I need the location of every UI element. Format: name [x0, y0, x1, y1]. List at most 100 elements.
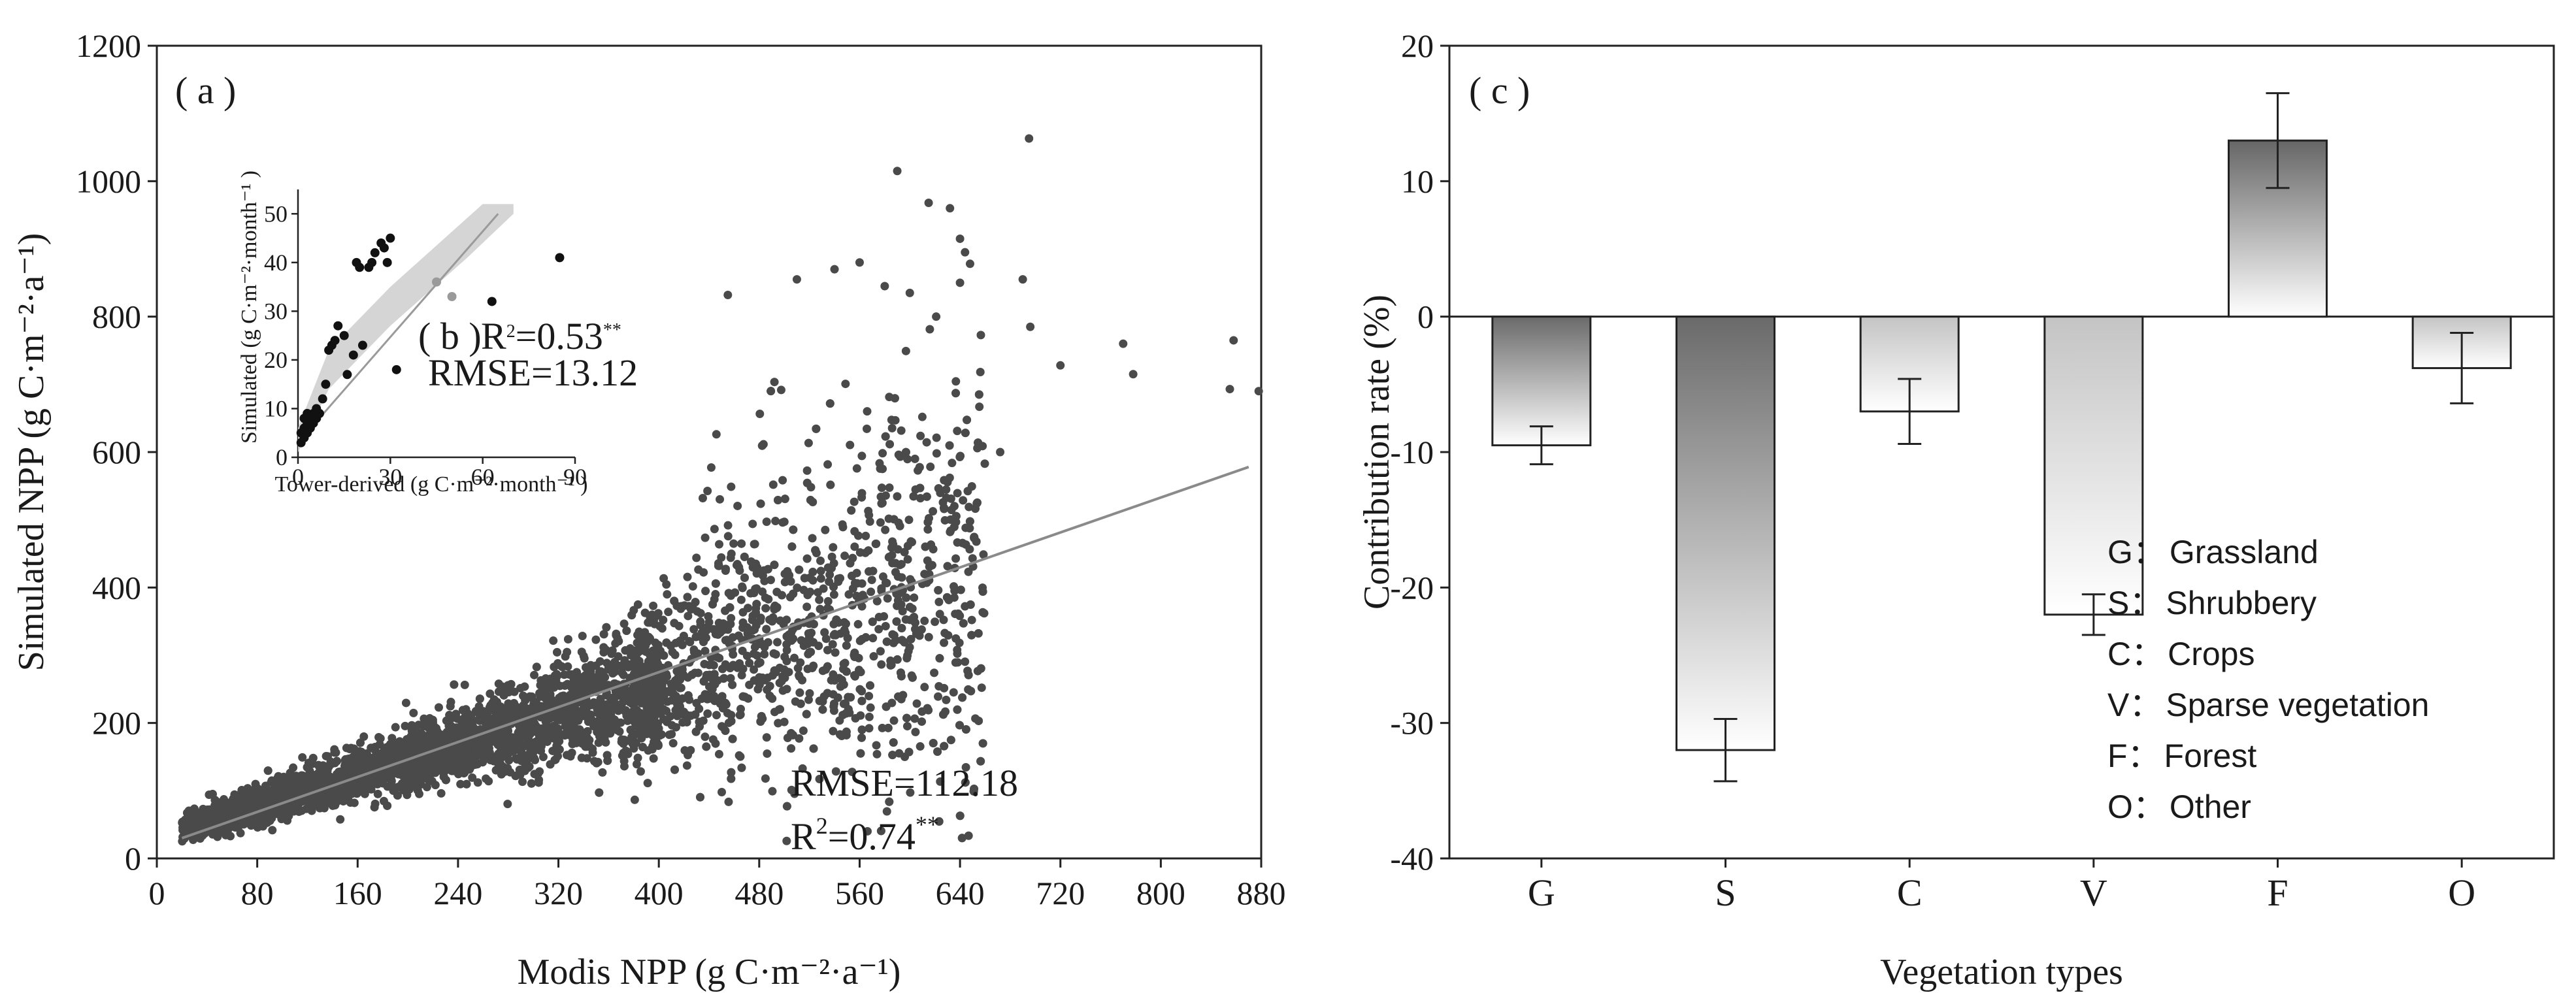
data-point: [766, 576, 775, 585]
data-point: [662, 638, 671, 647]
data-point: [474, 709, 484, 719]
data-point: [563, 635, 572, 644]
data-point: [602, 691, 611, 700]
data-point: [212, 815, 222, 824]
data-point: [632, 692, 641, 701]
data-point: [413, 786, 422, 795]
data-point: [762, 517, 771, 527]
data-point: [855, 685, 865, 694]
data-point: [891, 415, 900, 425]
data-point: [530, 770, 539, 779]
data-point: [882, 637, 891, 646]
data-point: [726, 674, 735, 683]
data-point: [740, 552, 749, 561]
data-point: [350, 798, 359, 807]
data-point: [802, 602, 812, 611]
data-point: [942, 485, 951, 494]
data-point: [735, 562, 744, 572]
data-point: [892, 617, 901, 626]
data-point: [895, 749, 904, 758]
data-point: [683, 572, 692, 581]
data-point: [545, 714, 554, 723]
data-point: [391, 723, 400, 732]
data-point: [671, 723, 680, 732]
data-point: [823, 563, 833, 572]
data-point: [811, 545, 820, 555]
data-point: [685, 638, 695, 647]
data-point: [733, 501, 742, 510]
data-point: [808, 534, 817, 543]
data-point: [895, 521, 904, 530]
data-point: [912, 699, 921, 708]
data-point: [850, 648, 859, 657]
data-point: [684, 611, 693, 621]
data-point: [900, 547, 909, 557]
data-point: [815, 775, 824, 784]
data-point: [600, 682, 609, 691]
data-point: [866, 681, 875, 690]
data-point: [723, 532, 733, 541]
data-point: [636, 767, 645, 776]
data-point: [684, 602, 693, 611]
data-point: [910, 454, 919, 463]
data-point: [585, 736, 594, 745]
data-point: [883, 594, 892, 603]
data-point: [473, 778, 482, 787]
data-point: [718, 692, 727, 701]
data-point: [420, 714, 429, 723]
data-point: [906, 634, 916, 643]
data-point: [872, 596, 882, 606]
data-point: [340, 766, 349, 775]
data-point: [760, 576, 769, 585]
data-point: [735, 659, 744, 668]
data-point: [698, 494, 707, 503]
data-point: [738, 583, 747, 593]
data-point: [935, 610, 944, 619]
data-point: [881, 525, 890, 534]
data-point: [648, 689, 657, 698]
data-point: [780, 495, 789, 504]
data-point: [902, 593, 911, 602]
data-point: [395, 738, 405, 747]
data-point: [936, 777, 945, 786]
data-point: [252, 792, 261, 802]
data-point: [486, 689, 495, 698]
data-point: [910, 593, 919, 602]
data-point: [777, 591, 786, 600]
data-point: [699, 677, 708, 686]
data-point: [625, 644, 635, 653]
data-point: [832, 615, 841, 625]
data-point: [189, 809, 198, 819]
data-point: [896, 452, 905, 461]
data-point: [611, 639, 620, 648]
data-point: [897, 573, 906, 582]
data-point: [821, 525, 830, 534]
data-point: [482, 774, 491, 783]
data-point: [226, 832, 235, 841]
data-point: [974, 438, 983, 448]
data-point: [462, 747, 471, 756]
data-point: [501, 745, 510, 755]
data-point: [887, 423, 897, 432]
data-point: [876, 518, 885, 527]
data-point: [702, 742, 711, 751]
data-point: [669, 739, 678, 748]
data-point: [846, 440, 855, 449]
data-point: [323, 766, 332, 775]
data-point: [809, 661, 818, 670]
data-point: [428, 731, 437, 740]
data-point: [793, 583, 802, 593]
data-point: [865, 567, 874, 576]
data-point: [888, 630, 897, 639]
data-point: [896, 668, 905, 677]
data-point: [632, 760, 641, 769]
data-point: [891, 559, 900, 568]
data-point: [774, 719, 783, 728]
data-point: [726, 553, 735, 562]
data-point: [298, 753, 307, 762]
data-point: [764, 594, 773, 604]
data-point: [582, 708, 591, 717]
data-point: [340, 756, 350, 765]
data-point: [701, 587, 710, 596]
data-point: [737, 763, 746, 772]
